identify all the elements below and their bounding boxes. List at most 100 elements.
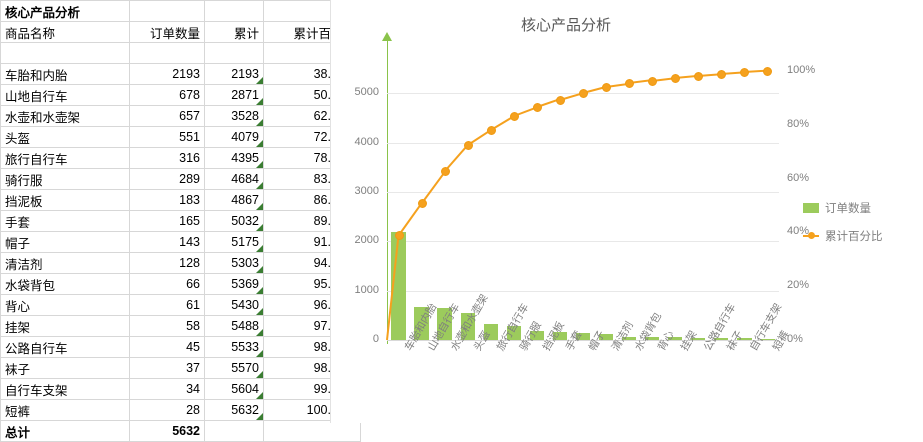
cell-cum: 5570 [204,357,264,379]
table-row: 山地自行车 678 2871 50.98% [0,84,361,106]
cell-cum: 5604 [204,378,264,400]
table-row: 水袋背包 66 5369 95.33% [0,273,361,295]
line-marker[interactable] [625,79,635,89]
line-marker[interactable] [717,69,727,79]
y-right-tick: 60% [787,171,810,184]
row-zero-qty [129,42,205,64]
cell-cum: 2193 [204,63,264,85]
table-title: 核心产品分析 [0,0,130,22]
cell-cum: 5175 [204,231,264,253]
line-marker[interactable] [440,167,450,177]
bar[interactable] [529,330,544,340]
y-axis-arrow-icon [382,32,392,41]
gridline [387,241,779,243]
line-marker[interactable] [694,71,704,81]
col-header-qty: 订单数量 [129,21,205,43]
table-row: 骑行服 289 4684 83.17% [0,168,361,190]
y-left-tick: 0 [372,333,379,345]
table-header-row: 商品名称 订单数量 累计 累计百分比 [0,21,361,43]
cell-qty: 183 [129,189,205,211]
bar[interactable] [575,332,591,340]
line-marker[interactable] [486,126,496,135]
bar[interactable] [483,324,498,340]
line-marker[interactable] [671,73,681,83]
table-row: 手套 165 5032 89.35% [0,210,361,232]
y-right-tick: 0% [787,333,803,345]
y-right-tick: 40% [787,225,810,238]
legend-item-line[interactable]: 累计百分比 [803,228,883,244]
line-marker[interactable] [509,112,519,122]
bar[interactable] [552,331,568,340]
cell-cum: 5430 [204,294,264,316]
bar[interactable] [645,337,660,340]
table-total-row: 总计 5632 [0,420,361,442]
cell-qty: 289 [129,168,205,190]
table-row: 帽子 143 5175 91.89% [0,231,361,253]
line-marker[interactable] [602,82,612,92]
legend-item-bars[interactable]: 订单数量 [803,200,883,216]
line-marker-swatch-icon [803,231,819,241]
cell-name: 清洁剂 [0,252,130,274]
col-header-cum: 累计 [204,21,264,43]
cell-name: 公路自行车 [0,336,130,358]
screenshot-root: 核心产品分析 商品名称 订单数量 累计 累计百分比 0% [0,0,883,442]
line-marker[interactable] [740,68,750,78]
bar[interactable] [714,338,729,340]
cell-cum: 4079 [204,126,264,148]
legend-label-bars: 订单数量 [825,203,871,215]
bar[interactable] [598,333,614,340]
table-row-zero: 0% [0,42,361,64]
cell-qty: 143 [129,231,205,253]
bar[interactable] [506,325,521,340]
cell-name: 骑行服 [0,168,130,190]
cell-cum: 5533 [204,336,264,358]
table-row: 公路自行车 45 5533 98.24% [0,336,361,358]
line-marker[interactable] [417,198,427,208]
bar[interactable] [621,336,637,340]
bar[interactable] [737,338,752,340]
table-row: 挂架 58 5488 97.44% [0,315,361,337]
cell-name: 手套 [0,210,130,232]
table-row: 车胎和内胎 2193 2193 38.94% [0,63,361,85]
table-title-row: 核心产品分析 [0,0,361,22]
y-right-tick: 20% [787,279,810,292]
cell-qty: 2193 [129,63,205,85]
line-marker[interactable] [555,95,565,105]
cell-cum: 4395 [204,147,264,169]
line-marker[interactable] [463,141,473,151]
cell-name: 头盔 [0,126,130,148]
bar[interactable] [760,338,775,340]
cell-name: 水袋背包 [0,273,130,295]
cell-name: 短裤 [0,399,130,421]
table-row: 清洁剂 128 5303 94.16% [0,252,361,274]
line-marker[interactable] [579,88,588,98]
table-row: 挡泥板 183 4867 86.42% [0,189,361,211]
x-axis-line [387,340,779,341]
chart-legend: 订单数量 累计百分比 [803,200,883,256]
y-left-tick: 1000 [354,283,379,296]
bar[interactable] [668,337,683,340]
cell-qty: 316 [129,147,205,169]
col-header-name: 商品名称 [0,21,130,43]
y-right-tick: 100% [787,63,816,76]
line-marker[interactable] [648,76,658,86]
cell-qty: 165 [129,210,205,232]
bar[interactable] [414,306,429,340]
cell-cum: 3528 [204,105,264,127]
cell-qty: 657 [129,105,205,127]
table-row: 短裤 28 5632 100.00% [0,399,361,421]
bar[interactable] [460,312,475,340]
cell-name: 水壶和水壶架 [0,105,130,127]
cell-name: 自行车支架 [0,378,130,400]
line-marker[interactable] [763,66,773,76]
cell-name: 旅行自行车 [0,147,130,169]
line-marker[interactable] [394,231,404,241]
line-marker[interactable] [532,103,542,113]
gridline [387,192,779,193]
y-left-tick: 4000 [354,135,379,148]
table-row: 头盔 551 4079 72.43% [0,126,361,148]
bar[interactable] [691,337,706,340]
table-body: 核心产品分析 商品名称 订单数量 累计 累计百分比 0% [0,0,361,442]
cell-qty: 37 [129,357,205,379]
bar[interactable] [437,307,452,340]
